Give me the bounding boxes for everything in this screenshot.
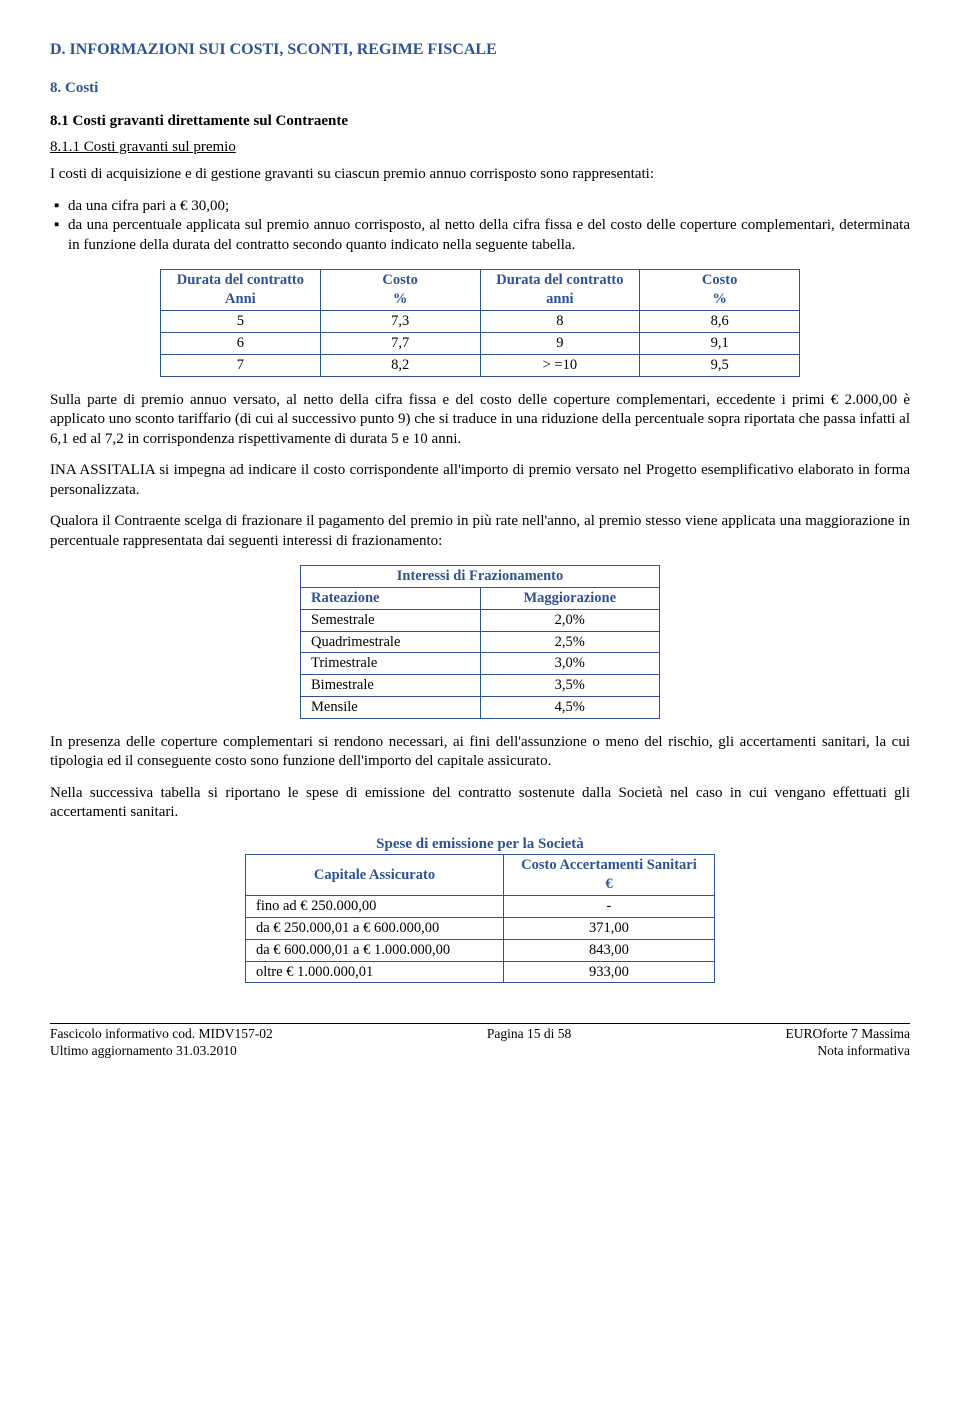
- table-row: da € 600.000,01 a € 1.000.000,00843,00: [246, 939, 715, 961]
- t3-col2: Costo Accertamenti Sanitari€: [503, 855, 714, 896]
- heading-costi: 8. Costi: [50, 79, 910, 99]
- t1-h1: Durata del contrattoAnni: [161, 270, 321, 311]
- table-row: 67,799,1: [161, 332, 800, 354]
- t3-col1: Capitale Assicurato: [246, 855, 504, 896]
- table-row: Quadrimestrale2,5%: [301, 631, 660, 653]
- bullet-1: da una cifra pari a € 30,00;: [68, 197, 910, 217]
- para-frazionamento: Qualora il Contraente scelga di fraziona…: [50, 512, 910, 551]
- para-spese-intro: Nella successiva tabella si riportano le…: [50, 784, 910, 823]
- table-frazionamento: Interessi di Frazionamento Rateazione Ma…: [300, 565, 660, 719]
- section-title: D. INFORMAZIONI SUI COSTI, SCONTI, REGIM…: [50, 40, 910, 61]
- t2-col1: Rateazione: [301, 587, 481, 609]
- heading-8-1: 8.1 Costi gravanti direttamente sul Cont…: [50, 112, 910, 132]
- para-accertamenti: In presenza delle coperture complementar…: [50, 733, 910, 772]
- t1-h2: Costo%: [320, 270, 480, 311]
- t2-col2: Maggiorazione: [480, 587, 660, 609]
- table3-caption: Spese di emissione per la Società: [50, 835, 910, 855]
- table-durata-costo: Durata del contrattoAnni Costo% Durata d…: [160, 269, 800, 376]
- bullet-2: da una percentuale applicata sul premio …: [68, 216, 910, 255]
- para-sconto: Sulla parte di premio annuo versato, al …: [50, 391, 910, 450]
- table-spese-emissione: Capitale Assicurato Costo Accertamenti S…: [245, 854, 715, 983]
- t1-h3: Durata del contrattoanni: [480, 270, 640, 311]
- table-row: fino ad € 250.000,00-: [246, 896, 715, 918]
- table-row: 57,388,6: [161, 310, 800, 332]
- table-row: Trimestrale3,0%: [301, 653, 660, 675]
- table-row: da € 250.000,01 a € 600.000,00371,00: [246, 917, 715, 939]
- table-row: Bimestrale3,5%: [301, 675, 660, 697]
- para-impegno: INA ASSITALIA si impegna ad indicare il …: [50, 461, 910, 500]
- table-row: oltre € 1.000.000,01933,00: [246, 961, 715, 983]
- table-row: 78,2> =109,5: [161, 354, 800, 376]
- t1-h4: Costo%: [640, 270, 800, 311]
- footer-center: Pagina 15 di 58: [487, 1026, 571, 1060]
- t2-title: Interessi di Frazionamento: [301, 566, 660, 588]
- heading-8-1-1: 8.1.1 Costi gravanti sul premio: [50, 138, 910, 158]
- intro-bullets: da una cifra pari a € 30,00; da una perc…: [50, 197, 910, 256]
- footer-left: Fascicolo informativo cod. MIDV157-02Ult…: [50, 1026, 273, 1060]
- page-footer: Fascicolo informativo cod. MIDV157-02Ult…: [50, 1023, 910, 1060]
- table-row: Semestrale2,0%: [301, 609, 660, 631]
- footer-right: EUROforte 7 MassimaNota informativa: [786, 1026, 910, 1060]
- table-row: Mensile4,5%: [301, 697, 660, 719]
- intro-lead: I costi di acquisizione e di gestione gr…: [50, 165, 910, 185]
